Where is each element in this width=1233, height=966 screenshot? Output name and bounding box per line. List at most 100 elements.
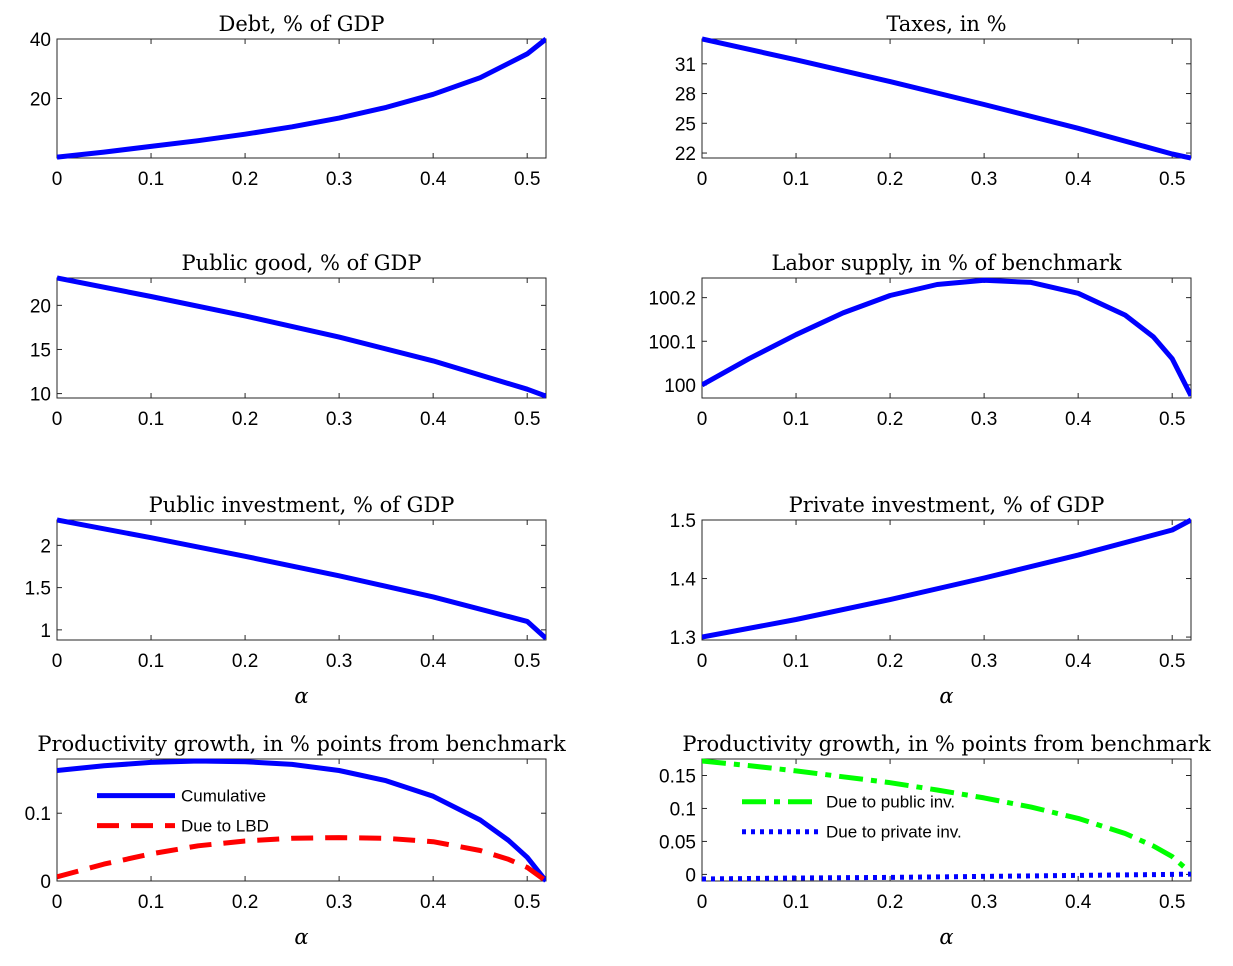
y-tick-label: 15 bbox=[30, 340, 51, 361]
panel-4: Labor supply, in % of benchmark 0 0.1 0.2 0.… bbox=[648, 251, 1192, 430]
y-tick-label: 2 bbox=[40, 536, 51, 557]
x-tick-label: 0.3 bbox=[326, 651, 352, 672]
y-tick-label: 20 bbox=[30, 90, 51, 111]
x-tick-label: 0.5 bbox=[1159, 651, 1185, 672]
x-tick-label: 0.2 bbox=[232, 892, 258, 913]
x-tick-label: 0.2 bbox=[877, 892, 903, 913]
x-tick-label: 0.5 bbox=[514, 169, 540, 190]
y-tick-label: 0.15 bbox=[659, 766, 696, 787]
chart-title: Private investment, % of GDP bbox=[789, 493, 1105, 517]
x-tick-label: 0 bbox=[52, 892, 63, 913]
legend-label: Due to public inv. bbox=[826, 793, 955, 812]
y-tick-label: 25 bbox=[675, 114, 696, 135]
x-axis-label: α bbox=[939, 684, 953, 708]
y-tick-label: 40 bbox=[30, 30, 51, 51]
x-tick-label: 0.4 bbox=[1065, 892, 1092, 913]
y-tick-label: 1.3 bbox=[670, 628, 696, 649]
x-tick-label: 0.5 bbox=[1159, 169, 1185, 190]
x-tick-label: 0.3 bbox=[326, 892, 352, 913]
x-tick-label: 0.5 bbox=[1159, 892, 1185, 913]
y-tick-label: 1.5 bbox=[670, 511, 696, 532]
x-tick-label: 0 bbox=[697, 409, 708, 430]
panel-3: Public good, % of GDP 0 0.1 0.2 0.3 0.4 0.5 10 1… bbox=[30, 251, 547, 430]
series-line-1 bbox=[57, 758, 546, 883]
series-line-1 bbox=[57, 37, 546, 160]
axes-box bbox=[56, 277, 547, 399]
x-tick-label: 0.1 bbox=[138, 169, 164, 190]
x-tick-label: 0.5 bbox=[514, 651, 540, 672]
x-tick-label: 0.2 bbox=[232, 651, 258, 672]
legend-label: Due to private inv. bbox=[826, 823, 962, 842]
x-tick-label: 0.1 bbox=[138, 409, 164, 430]
axes-box bbox=[701, 277, 1192, 399]
x-tick-label: 0.5 bbox=[514, 892, 540, 913]
y-tick-label: 100.1 bbox=[648, 332, 696, 353]
series-line-1 bbox=[57, 517, 546, 641]
chart-title: Productivity growth, in % points from be… bbox=[682, 732, 1211, 756]
y-tick-label: 0 bbox=[40, 872, 51, 893]
x-tick-label: 0.1 bbox=[138, 651, 164, 672]
legend-label: Cumulative bbox=[181, 787, 266, 806]
x-tick-label: 0.4 bbox=[420, 892, 447, 913]
y-tick-label: 20 bbox=[30, 296, 51, 317]
axes-box bbox=[701, 758, 1192, 882]
x-tick-label: 0.2 bbox=[232, 409, 258, 430]
y-tick-label: 1.5 bbox=[25, 579, 51, 600]
panel-7: Productivity growth, in % points from be… bbox=[25, 732, 566, 949]
y-tick-label: 28 bbox=[675, 85, 696, 106]
x-tick-label: 0 bbox=[52, 169, 63, 190]
y-tick-label: 10 bbox=[30, 385, 51, 406]
x-tick-label: 0 bbox=[697, 892, 708, 913]
y-tick-label: 0.1 bbox=[670, 799, 696, 820]
series-line-2 bbox=[702, 871, 1191, 882]
x-tick-label: 0.4 bbox=[1065, 169, 1092, 190]
y-tick-label: 22 bbox=[675, 144, 696, 165]
panel-8: Productivity growth, in % points from be… bbox=[659, 732, 1211, 949]
series-line-1 bbox=[702, 36, 1191, 161]
x-tick-label: 0.3 bbox=[326, 409, 352, 430]
y-tick-label: 0.05 bbox=[659, 832, 696, 853]
x-tick-label: 0.2 bbox=[232, 169, 258, 190]
chart-title: Productivity growth, in % points from be… bbox=[37, 732, 566, 756]
y-tick-label: 1 bbox=[40, 621, 51, 642]
x-tick-label: 0 bbox=[52, 651, 63, 672]
x-axis-label: α bbox=[939, 925, 953, 949]
x-tick-label: 0.4 bbox=[420, 409, 447, 430]
axes-box bbox=[56, 38, 547, 159]
x-tick-label: 0.3 bbox=[971, 169, 997, 190]
x-tick-label: 0.3 bbox=[971, 651, 997, 672]
x-axis-label: α bbox=[294, 684, 308, 708]
axes-box bbox=[56, 519, 547, 641]
x-tick-label: 0.4 bbox=[1065, 651, 1092, 672]
x-tick-label: 0.4 bbox=[420, 651, 447, 672]
x-tick-label: 0.1 bbox=[138, 892, 164, 913]
x-tick-label: 0.5 bbox=[514, 409, 540, 430]
series-line-1 bbox=[702, 758, 1191, 875]
x-tick-label: 0.4 bbox=[1065, 409, 1092, 430]
x-tick-label: 0 bbox=[697, 169, 708, 190]
x-tick-label: 0.3 bbox=[326, 169, 352, 190]
panel-2: Taxes, in % 0 0.1 0.2 0.3 0.4 0.5 22 25 28 31 bbox=[675, 12, 1192, 190]
x-tick-label: 0.3 bbox=[971, 409, 997, 430]
legend-label: Due to LBD bbox=[181, 817, 269, 836]
x-tick-label: 0.2 bbox=[877, 409, 903, 430]
x-tick-label: 0.3 bbox=[971, 892, 997, 913]
chart-title: Public good, % of GDP bbox=[182, 251, 422, 275]
x-tick-label: 0.4 bbox=[420, 169, 447, 190]
x-tick-label: 0.1 bbox=[783, 409, 809, 430]
chart-title: Public investment, % of GDP bbox=[149, 493, 455, 517]
y-tick-label: 100 bbox=[664, 376, 696, 397]
y-tick-label: 31 bbox=[675, 55, 696, 76]
y-tick-label: 0.1 bbox=[25, 804, 51, 825]
x-tick-label: 0.1 bbox=[783, 169, 809, 190]
series-line-1 bbox=[57, 275, 546, 399]
y-tick-label: 100.2 bbox=[648, 289, 696, 310]
y-tick-label: 0 bbox=[685, 865, 696, 886]
series-line-2 bbox=[57, 835, 546, 884]
x-tick-label: 0.1 bbox=[783, 892, 809, 913]
x-tick-label: 0 bbox=[52, 409, 63, 430]
panel-1: Debt, % of GDP 0 0.1 0.2 0.3 0.4 0.5 20 40 bbox=[30, 12, 547, 190]
chart-title: Taxes, in % bbox=[886, 12, 1006, 36]
x-tick-label: 0.2 bbox=[877, 651, 903, 672]
